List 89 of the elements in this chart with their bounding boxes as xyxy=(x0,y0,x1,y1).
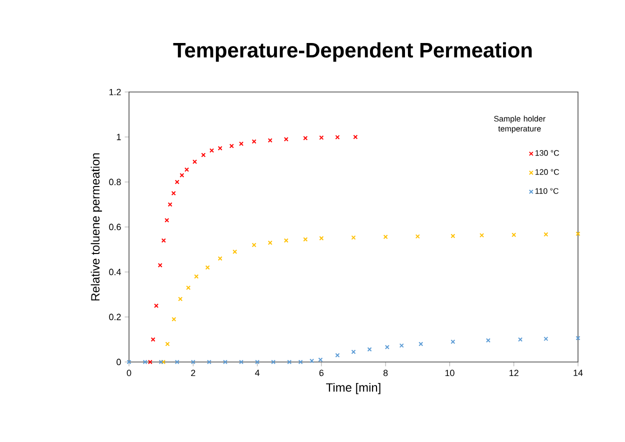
point xyxy=(303,136,308,140)
point xyxy=(415,234,420,239)
point xyxy=(287,360,292,364)
chart-title: Temperature-Dependent Permeation xyxy=(173,42,532,62)
y-tick-label: 0.8 xyxy=(109,178,121,186)
point xyxy=(218,146,222,150)
x-tick-label: 12 xyxy=(510,370,518,376)
point xyxy=(318,357,323,362)
point xyxy=(222,360,228,364)
point xyxy=(303,237,308,242)
point xyxy=(576,336,580,340)
point xyxy=(168,202,172,207)
point xyxy=(544,336,548,342)
point xyxy=(205,265,210,270)
point xyxy=(271,360,276,364)
point xyxy=(161,360,166,364)
y-axis-title: Relative toluene permeation xyxy=(90,153,102,300)
point xyxy=(450,234,456,238)
point xyxy=(319,135,324,140)
point xyxy=(206,360,212,364)
point xyxy=(150,337,156,342)
point xyxy=(172,316,176,322)
point xyxy=(229,144,234,148)
y-tick-label: 0.2 xyxy=(109,314,121,320)
point xyxy=(384,344,390,350)
x-axis-title: Time [min] xyxy=(326,382,380,394)
x-tick-label: 4 xyxy=(255,370,260,376)
point xyxy=(252,139,256,144)
point xyxy=(201,152,206,158)
point xyxy=(335,134,340,140)
point xyxy=(239,360,244,364)
point xyxy=(142,360,148,364)
point xyxy=(126,360,132,364)
point xyxy=(218,256,222,261)
point xyxy=(165,342,170,346)
x-tick-label: 14 xyxy=(574,370,583,376)
point xyxy=(171,190,176,196)
point xyxy=(268,138,272,143)
point xyxy=(190,360,196,364)
point xyxy=(209,148,214,153)
y-tick-label: 1.2 xyxy=(109,88,121,96)
point xyxy=(148,360,152,364)
point xyxy=(353,134,358,140)
point xyxy=(518,337,523,342)
point xyxy=(174,180,180,184)
x-tick-label: 10 xyxy=(445,370,454,376)
point xyxy=(367,347,372,352)
point xyxy=(319,236,324,240)
x-tick-label: 2 xyxy=(191,370,196,376)
point xyxy=(164,218,170,222)
point xyxy=(239,141,244,146)
point xyxy=(268,240,272,245)
point xyxy=(154,303,159,308)
y-tick-label: 0.6 xyxy=(109,224,121,230)
point xyxy=(383,234,388,240)
point xyxy=(351,350,356,354)
point xyxy=(512,232,516,238)
point xyxy=(335,352,340,358)
point xyxy=(158,262,162,268)
x-tick-label: 6 xyxy=(319,370,324,376)
x-tick-label: 0 xyxy=(126,370,132,376)
point xyxy=(178,296,183,302)
point xyxy=(399,343,404,348)
point xyxy=(310,358,314,364)
point xyxy=(174,360,180,364)
point xyxy=(450,339,456,344)
point xyxy=(255,360,260,364)
y-tick-label: 0 xyxy=(116,358,121,366)
y-tick-label: 0.4 xyxy=(109,268,121,276)
point xyxy=(576,231,580,236)
x-tick-label: 8 xyxy=(383,370,388,376)
point xyxy=(232,249,238,254)
point xyxy=(186,285,191,290)
point xyxy=(351,235,356,240)
y-tick-label: 1 xyxy=(116,134,121,140)
point xyxy=(544,232,548,237)
point xyxy=(418,342,424,346)
point xyxy=(180,172,184,178)
point xyxy=(194,274,199,279)
point xyxy=(184,167,189,172)
point xyxy=(158,360,164,364)
point xyxy=(161,238,166,243)
point xyxy=(192,159,198,164)
point xyxy=(252,242,256,248)
point xyxy=(486,338,490,343)
point xyxy=(284,238,288,243)
point xyxy=(480,233,484,238)
point xyxy=(284,136,288,142)
point xyxy=(298,360,303,364)
